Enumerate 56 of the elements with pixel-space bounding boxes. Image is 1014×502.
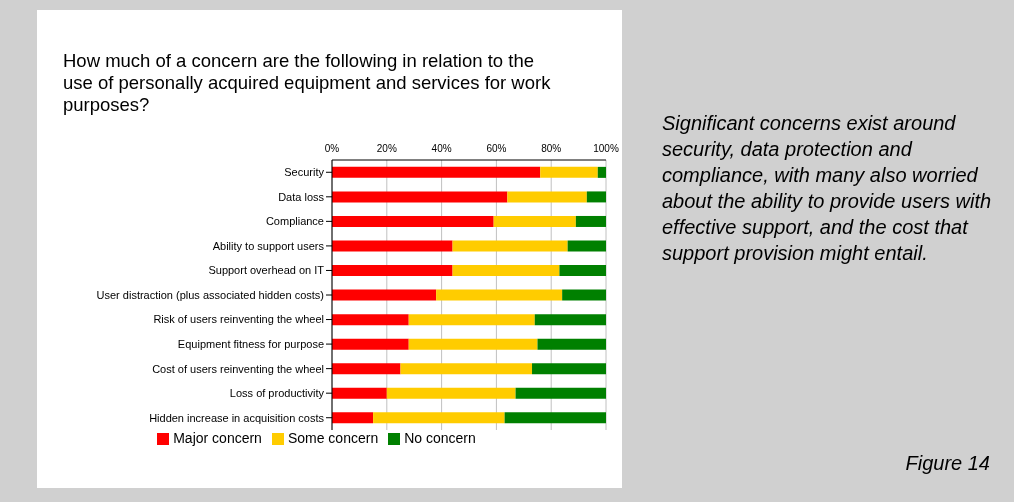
bar [532,363,606,375]
bar [597,166,606,178]
bar [332,166,541,178]
y-tick-label: Security [284,166,325,179]
bar [586,191,606,203]
legend-label: Some concern [287,430,379,446]
bar [332,387,387,399]
x-tick-label: 0% [324,143,340,154]
bar [504,412,606,424]
bar [408,314,535,326]
y-tick-label: Risk of users reinventing the wheel [153,313,324,326]
bar [436,289,563,301]
bar [332,412,374,424]
bar [408,338,538,350]
x-tick-label: 40% [431,143,452,154]
bar [332,314,409,326]
y-tick-label: Hidden increase in acquisition costs [149,411,325,424]
y-tick-label: Compliance [265,215,324,228]
y-tick-label: Ability to support users [212,239,325,252]
bar [493,215,576,227]
bar [332,289,437,301]
bar [540,166,598,178]
y-tick-label: Support overhead on IT [208,264,325,277]
bar [386,387,516,399]
y-tick-label: Equipment fitness for purpose [177,338,324,350]
bar [562,289,606,301]
bar [332,338,409,350]
bar [332,240,453,252]
bar [400,363,533,375]
bar [332,215,494,227]
bar [575,215,606,227]
bar [332,363,401,375]
bar [332,191,508,203]
bar [507,191,587,203]
bar [452,240,568,252]
bar [373,412,505,424]
x-tick-label: 60% [486,143,507,154]
legend-label: Major concern [173,430,262,446]
y-tick-label: User distraction (plus associated hidden costs) [96,288,324,301]
bar [515,387,606,399]
y-tick-label: Loss of productivity [229,387,325,400]
y-tick-label: Data loss [278,190,325,203]
bar [567,240,606,252]
y-tick-label: Cost of users reinventing the wheel [152,362,324,375]
legend-label: No concern [404,430,476,446]
chart-title: How much of a concern are the following in relation to the use of personally acquired equipment and services for work purposes? [63,50,552,116]
bar [332,265,453,277]
bar [559,265,606,277]
bar [534,314,606,326]
bar [537,338,606,350]
text: Significant concerns exist around security, data protection and compliance, with many also worried about the ability to provide users with effective support, and the cost that support provision might entail. [662,111,992,266]
x-tick-label: 80% [541,143,562,154]
x-tick-label: 100% [593,143,619,154]
caption: Figure 14 [905,452,990,475]
x-tick-label: 20% [376,143,397,154]
bar [452,265,560,277]
